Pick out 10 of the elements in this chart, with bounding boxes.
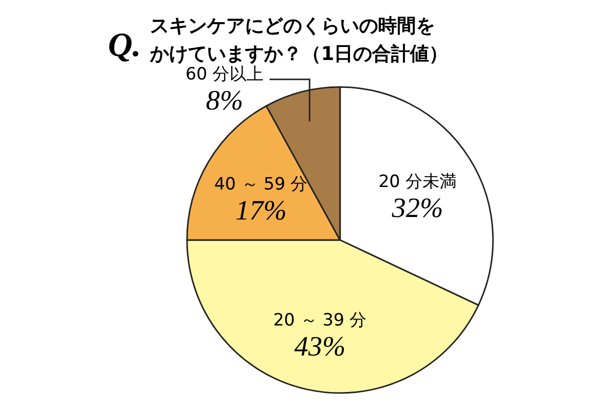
slice-label: 20 分未満 <box>378 172 457 192</box>
chart-title: スキンケアにどのくらいの時間をかけていますか？（1日の合計値） <box>149 15 448 65</box>
data-label: 8% <box>206 85 244 116</box>
text: Q. <box>108 27 142 64</box>
data-label: 17% <box>235 195 287 226</box>
data-label: 32% <box>390 192 444 224</box>
slice-label: 20 ～ 39 分 <box>273 310 367 331</box>
data-label: 43% <box>294 332 346 363</box>
slice-label: 60 分以上 <box>186 64 264 84</box>
slice-label: 40 ～ 59 分 <box>214 174 308 194</box>
